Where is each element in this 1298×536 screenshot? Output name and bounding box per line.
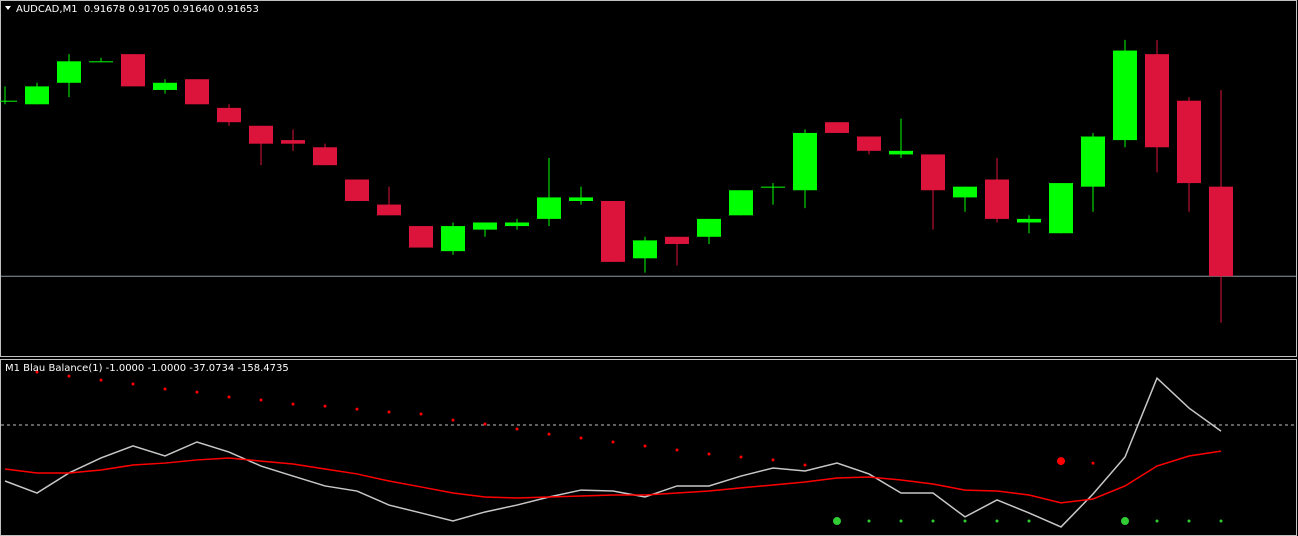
indicator-dot [739, 455, 743, 459]
candle-body [825, 122, 849, 133]
main-pane [0, 39, 1296, 323]
candle-body [1017, 218, 1041, 223]
indicator-dot [995, 519, 999, 523]
indicator-dot [963, 519, 967, 523]
indicator-dot [833, 517, 841, 526]
candle-body [953, 186, 977, 198]
candle-body [1145, 54, 1169, 148]
candle-body [793, 132, 817, 191]
candle-body [761, 186, 785, 188]
candle-body [697, 218, 721, 237]
indicator-pane [1, 370, 1296, 528]
indicator-dot [643, 444, 647, 448]
candle-body [25, 86, 49, 105]
main-pane-frame [0, 0, 1297, 357]
indicator-dot [131, 382, 135, 386]
candle-body [57, 61, 81, 83]
candle-body [569, 197, 593, 201]
indicator-dot [579, 436, 583, 440]
indicator-dot [99, 378, 103, 382]
candle-body [185, 79, 209, 105]
indicator-dot [163, 387, 167, 391]
indicator-dot [387, 410, 391, 414]
candle-body [601, 200, 625, 262]
indicator-dot [931, 519, 935, 523]
indicator-dot [1155, 519, 1159, 523]
candle-body [1209, 186, 1233, 277]
candle-body [217, 107, 241, 123]
candle-body [889, 150, 913, 155]
indicator-dot [1027, 519, 1031, 523]
indicator-dot [771, 458, 775, 462]
candle-body [121, 54, 145, 87]
indicator-dot [867, 519, 871, 523]
candle-body [313, 147, 337, 166]
candle-body [921, 154, 945, 191]
indicator-dot [707, 452, 711, 456]
indicator-dot [355, 407, 359, 411]
indicator-title: M1 Blau Balance(1) -1.0000 -1.0000 -37.0… [5, 363, 289, 374]
candle-body [89, 61, 113, 63]
indicator-dot [451, 418, 455, 422]
indicator-dot [611, 440, 615, 444]
chart-title: AUDCAD,M1 0.91678 0.91705 0.91640 0.9165… [16, 4, 259, 15]
candle-body [505, 222, 529, 227]
candle-body [1113, 50, 1137, 141]
indicator-dot [1057, 457, 1065, 466]
candle-body [1177, 100, 1201, 184]
indicator-dot [259, 398, 263, 402]
candle-body [249, 125, 273, 144]
indicator-dot [227, 395, 231, 399]
candle-body [857, 136, 881, 151]
indicator-dot [1121, 517, 1129, 526]
candle-body [1081, 136, 1105, 187]
candle-body [537, 197, 561, 219]
indicator-line [4, 376, 1222, 528]
indicator-dot [195, 390, 199, 394]
candle-body [473, 222, 497, 230]
candle-body [729, 190, 753, 216]
candle-body [0, 100, 17, 102]
indicator-line [4, 450, 1222, 504]
candle-body [665, 236, 689, 244]
candle-body [345, 179, 369, 201]
candle-body [1049, 183, 1073, 234]
menu-triangle[interactable] [5, 6, 11, 10]
indicator-dot [483, 422, 487, 426]
indicator-dot [419, 412, 423, 416]
indicator-dot [1091, 461, 1095, 465]
candle-body [281, 140, 305, 144]
indicator-dot [35, 370, 39, 374]
candle-body [153, 82, 177, 90]
indicator-dot [291, 402, 295, 406]
indicator-dot [515, 427, 519, 431]
indicator-dot [803, 463, 807, 467]
candle-body [441, 226, 465, 252]
indicator-dot [675, 448, 679, 452]
indicator-dot [67, 374, 71, 378]
indicator-dot [1219, 519, 1223, 523]
indicator-dot [1187, 519, 1191, 523]
candle-body [633, 240, 657, 259]
candle-body [409, 226, 433, 248]
candle-body [377, 204, 401, 216]
indicator-dot [547, 432, 551, 436]
indicator-dot [323, 404, 327, 408]
candle-body [985, 179, 1009, 219]
indicator-dot [899, 519, 903, 523]
